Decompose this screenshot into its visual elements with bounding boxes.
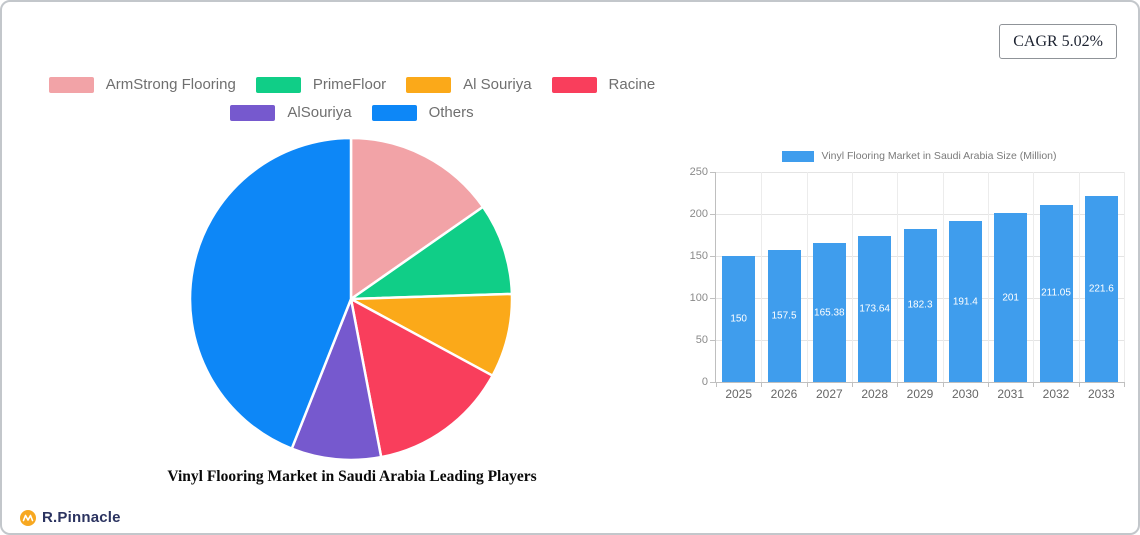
x-gridline (988, 172, 989, 382)
legend-label: ArmStrong Flooring (105, 76, 236, 93)
pie-chart (188, 136, 514, 462)
pulse-circle-icon (20, 509, 36, 526)
bar-value-label: 165.38 (814, 307, 845, 319)
y-axis-label: 250 (689, 166, 708, 178)
legend-row: ArmStrong Flooring PrimeFloor Al Souriya Ra… (2, 76, 702, 93)
legend-swatch (406, 76, 452, 93)
legend-item-armstrong-flooring[interactable]: ArmStrong Flooring (48, 76, 236, 93)
bar-value-label: 150 (730, 313, 747, 325)
bar-value-label: 157.5 (771, 310, 797, 322)
legend-item-al-souriya[interactable]: Al Souriya (406, 76, 532, 93)
legend-swatch (255, 76, 301, 93)
bar-legend[interactable]: Vinyl Flooring Market in Saudi Arabia Si… (715, 150, 1123, 162)
legend-row: AlSouriya Others (2, 104, 702, 121)
y-gridline (716, 172, 1124, 173)
legend-label: Al Souriya (463, 76, 532, 93)
y-tick-mark (710, 172, 716, 173)
legend-label: Racine (608, 76, 656, 93)
pie-slice-armstrong-flooring (349, 136, 485, 301)
bar-2033: 221.6 (1084, 195, 1118, 382)
legend-item-primefloor[interactable]: PrimeFloor (255, 76, 387, 93)
bar-2029: 182.3 (903, 228, 937, 382)
bar-2028: 173.64 (858, 236, 892, 382)
legend-swatch (551, 76, 597, 93)
legend-item-alsouriya[interactable]: AlSouriya (230, 104, 352, 121)
y-tick-mark (710, 340, 716, 341)
pie-slice-primefloor (349, 205, 514, 301)
bar-value-label: 201 (1002, 292, 1019, 304)
bar-2025: 150 (722, 256, 756, 382)
y-axis-label: 50 (695, 334, 708, 346)
x-tick-mark (1033, 382, 1035, 387)
bar-2030: 191.4 (948, 221, 982, 382)
brand-logo: R.Pinnacle (20, 509, 121, 526)
x-tick-mark (988, 382, 989, 387)
bar-legend-swatch (781, 150, 814, 162)
legend-swatch (230, 104, 276, 121)
bar-value-label: 191.4 (952, 296, 978, 308)
legend-label: AlSouriya (287, 104, 352, 121)
x-tick-mark (1078, 382, 1080, 387)
x-tick-mark (716, 382, 717, 387)
pie-slice-alsouriya (290, 297, 383, 462)
legend-label: PrimeFloor (312, 76, 387, 93)
x-tick-mark (806, 382, 808, 387)
brand-name: R.Pinnacle (42, 509, 121, 526)
pie-slice-racine (349, 297, 494, 459)
bar-2027: 165.38 (812, 243, 846, 382)
bar-legend-label: Vinyl Flooring Market in Saudi Arabia Si… (821, 150, 1057, 162)
y-axis-label: 0 (701, 376, 708, 388)
x-axis-label-2032: 2032 (1042, 387, 1070, 401)
x-axis-label-2030: 2030 (951, 387, 979, 401)
x-axis-label-2027: 2027 (815, 387, 843, 401)
x-tick-mark (897, 382, 899, 387)
pie-slice-others (188, 136, 353, 450)
y-tick-mark (710, 214, 716, 215)
legend-swatch (48, 76, 94, 93)
x-axis-label-2025: 2025 (725, 387, 753, 401)
x-gridline (806, 172, 808, 382)
bar-value-label: 221.6 (1088, 283, 1114, 295)
x-gridline (1124, 172, 1125, 382)
y-tick-mark (710, 298, 716, 299)
x-gridline (1033, 172, 1035, 382)
legend-item-racine[interactable]: Racine (551, 76, 656, 93)
x-gridline (1078, 172, 1080, 382)
bar-2032: 211.05 (1039, 204, 1073, 382)
y-tick-mark (710, 382, 716, 383)
bar-2031: 201 (994, 213, 1028, 382)
x-axis-label-2026: 2026 (770, 387, 798, 401)
legend-item-others[interactable]: Others (371, 104, 474, 121)
y-axis-label: 100 (689, 292, 708, 304)
bar-value-label: 211.05 (1041, 287, 1071, 299)
y-axis-label: 150 (689, 250, 708, 262)
bar-2026: 157.5 (767, 249, 801, 382)
y-tick-mark (710, 256, 716, 257)
pie-chart-title: Vinyl Flooring Market in Saudi Arabia Le… (167, 468, 537, 485)
bar-value-label: 173.64 (859, 303, 890, 315)
y-axis-label: 200 (689, 208, 708, 220)
x-axis-label-2031: 2031 (997, 387, 1025, 401)
x-gridline (942, 172, 944, 382)
pie-slice-al-souriya (349, 292, 514, 377)
x-tick-mark (761, 382, 763, 387)
y-gridline (716, 214, 1124, 215)
x-tick-mark (942, 382, 944, 387)
x-gridline (852, 172, 853, 382)
bar-plot-area: 0 50 100 150 200 250 150 2025 157.5 2026 165.38 202… (690, 166, 1125, 401)
x-tick-mark (1124, 382, 1125, 387)
legend-swatch (371, 104, 417, 121)
bar-value-label: 182.3 (907, 299, 933, 311)
x-axis-label-2029: 2029 (906, 387, 934, 401)
pie-legend: ArmStrong Flooring PrimeFloor Al Souriya Ra… (2, 76, 702, 132)
legend-label: Others (428, 104, 474, 121)
x-gridline (761, 172, 763, 382)
x-gridline (897, 172, 899, 382)
cagr-badge: CAGR 5.02% (999, 24, 1117, 59)
x-axis-label-2033: 2033 (1087, 387, 1115, 401)
x-tick-mark (852, 382, 853, 387)
x-axis-label-2028: 2028 (861, 387, 889, 401)
